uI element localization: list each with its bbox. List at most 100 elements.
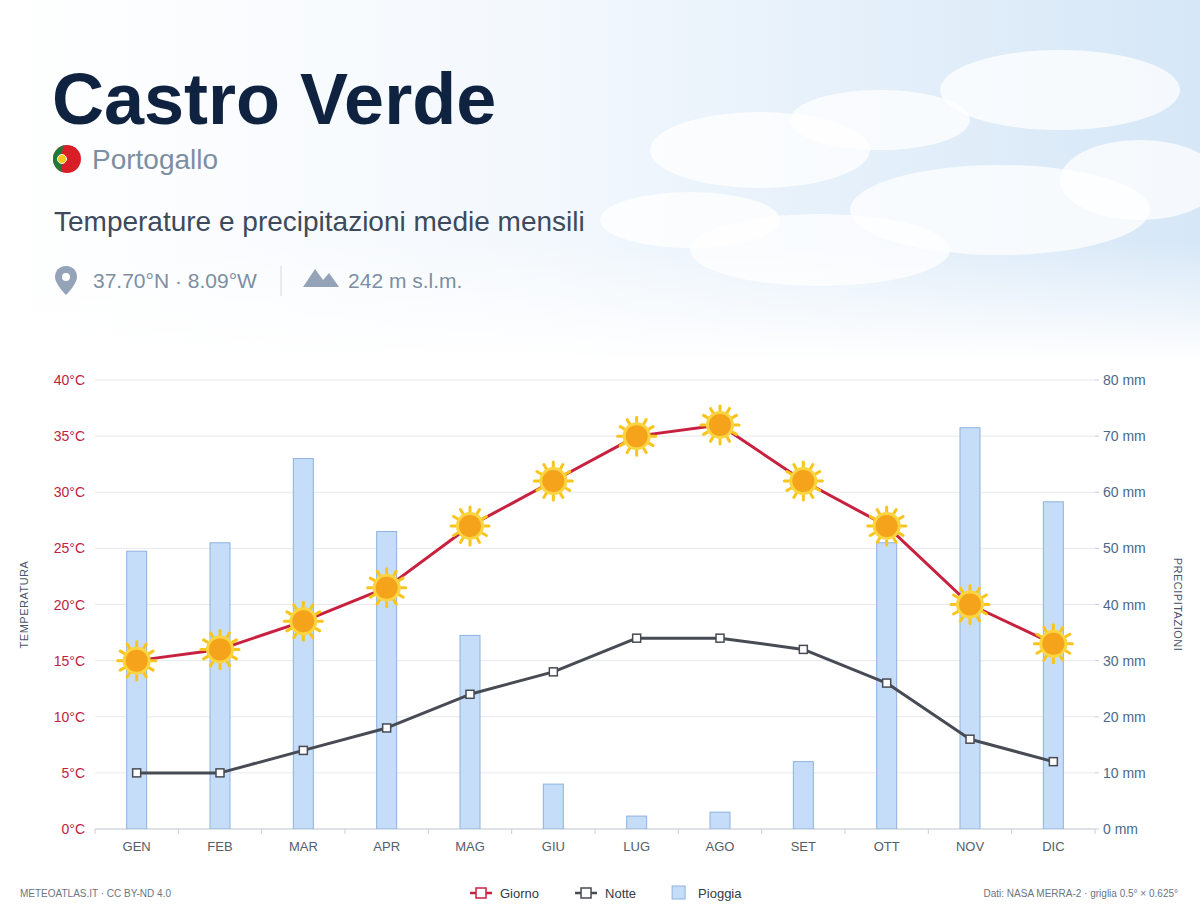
rain-bar bbox=[960, 428, 980, 829]
sky-fade bbox=[0, 240, 1200, 361]
sun-ray bbox=[868, 524, 873, 527]
y2-tick-label: 60 mm bbox=[1103, 484, 1146, 500]
sun-ray bbox=[144, 644, 147, 648]
sun-ray bbox=[620, 443, 624, 446]
sun-core bbox=[959, 594, 981, 616]
x-tick bbox=[345, 829, 346, 834]
sun-ray bbox=[651, 435, 656, 438]
sun-ray bbox=[701, 423, 706, 426]
sun-ray bbox=[787, 472, 791, 475]
sun-ray bbox=[120, 668, 124, 671]
sun-ray bbox=[451, 524, 456, 527]
sun-ray bbox=[982, 595, 986, 598]
x-tick bbox=[1095, 829, 1096, 834]
x-tick bbox=[761, 829, 762, 834]
y2-tick bbox=[1095, 772, 1099, 773]
sun-ray bbox=[149, 668, 153, 671]
sun-ray bbox=[484, 524, 489, 527]
sun-ray bbox=[454, 533, 458, 536]
square-marker bbox=[716, 634, 724, 642]
country: Portogallo bbox=[92, 144, 218, 175]
elevation: 242 m s.l.m. bbox=[348, 269, 462, 292]
sun-ray bbox=[732, 415, 736, 418]
sun-ray bbox=[1034, 642, 1039, 645]
sun-ray bbox=[287, 628, 291, 631]
sun-ray bbox=[982, 612, 986, 615]
sun-ray bbox=[794, 465, 797, 469]
sun-ray bbox=[954, 612, 958, 615]
sun-halo bbox=[373, 574, 401, 602]
square-marker bbox=[133, 769, 141, 777]
sun-ray bbox=[1044, 627, 1047, 631]
sun-ray bbox=[560, 465, 563, 469]
sun-ray bbox=[711, 408, 714, 412]
grid-line bbox=[95, 436, 1095, 437]
sun-ray bbox=[817, 480, 822, 483]
legend-label: Pioggia bbox=[698, 886, 742, 901]
sun-ray bbox=[899, 516, 903, 519]
sun-marker bbox=[951, 586, 989, 624]
grid-line bbox=[95, 660, 1095, 661]
sun-ray bbox=[894, 509, 897, 513]
sun-ray bbox=[227, 633, 230, 637]
line-notte bbox=[137, 638, 1054, 773]
sun-ray bbox=[727, 408, 730, 412]
pin-hole bbox=[62, 273, 70, 281]
sun-ray bbox=[211, 633, 214, 637]
y2-tick bbox=[1095, 436, 1099, 437]
sun-ray bbox=[377, 571, 380, 575]
sun-ray bbox=[482, 516, 486, 519]
sun-ray bbox=[1052, 625, 1055, 630]
sun-core bbox=[292, 610, 314, 632]
cloud bbox=[600, 192, 780, 248]
sun-ray bbox=[734, 423, 739, 426]
sun-ray bbox=[810, 465, 813, 469]
square-marker bbox=[383, 724, 391, 732]
x-tick-label: OTT bbox=[874, 839, 900, 854]
grid-line bbox=[95, 772, 1095, 773]
sun-halo bbox=[706, 411, 734, 439]
legend-label: Notte bbox=[605, 886, 636, 901]
square-marker bbox=[466, 690, 474, 698]
rain-bar bbox=[543, 784, 563, 829]
sun-ray bbox=[469, 540, 472, 545]
sun-ray bbox=[469, 507, 472, 512]
sun-ray bbox=[204, 640, 208, 643]
sun-ray bbox=[211, 662, 214, 666]
y2-tick-label: 0 mm bbox=[1103, 821, 1138, 837]
sun-ray bbox=[399, 595, 403, 598]
y2-tick-label: 50 mm bbox=[1103, 540, 1146, 556]
sun-ray bbox=[315, 612, 319, 615]
sun-ray bbox=[644, 448, 647, 452]
y2-tick-label: 70 mm bbox=[1103, 428, 1146, 444]
sun-marker bbox=[451, 507, 489, 545]
flag-edge bbox=[53, 145, 67, 173]
sun-ray bbox=[477, 538, 480, 542]
sun-ray bbox=[618, 435, 623, 438]
x-tick bbox=[928, 829, 929, 834]
rain-bar bbox=[877, 543, 897, 829]
x-tick bbox=[678, 829, 679, 834]
sun-ray bbox=[302, 635, 305, 640]
sun-ray bbox=[370, 578, 374, 581]
sun-ray bbox=[961, 588, 964, 592]
pin-icon bbox=[55, 266, 77, 295]
sun-ray bbox=[954, 595, 958, 598]
marks bbox=[118, 406, 1073, 829]
x-tick bbox=[1011, 829, 1012, 834]
sun-ray bbox=[377, 600, 380, 604]
sun-ray bbox=[870, 533, 874, 536]
sun-ray bbox=[317, 620, 322, 623]
sun-halo bbox=[956, 591, 984, 619]
sun-ray bbox=[901, 524, 906, 527]
sun-ray bbox=[719, 439, 722, 444]
sun-ray bbox=[368, 586, 373, 589]
source-right: Dati: NASA MERRA-2 · griglia 0.5° × 0.62… bbox=[984, 888, 1178, 899]
y2-tick-label: 20 mm bbox=[1103, 709, 1146, 725]
y2-tick-label: 10 mm bbox=[1103, 765, 1146, 781]
sun-ray bbox=[704, 432, 708, 435]
x-tick-label: SET bbox=[791, 839, 816, 854]
sun-ray bbox=[1060, 656, 1063, 660]
x-tick-label: GIU bbox=[542, 839, 565, 854]
sun-halo bbox=[206, 635, 234, 663]
